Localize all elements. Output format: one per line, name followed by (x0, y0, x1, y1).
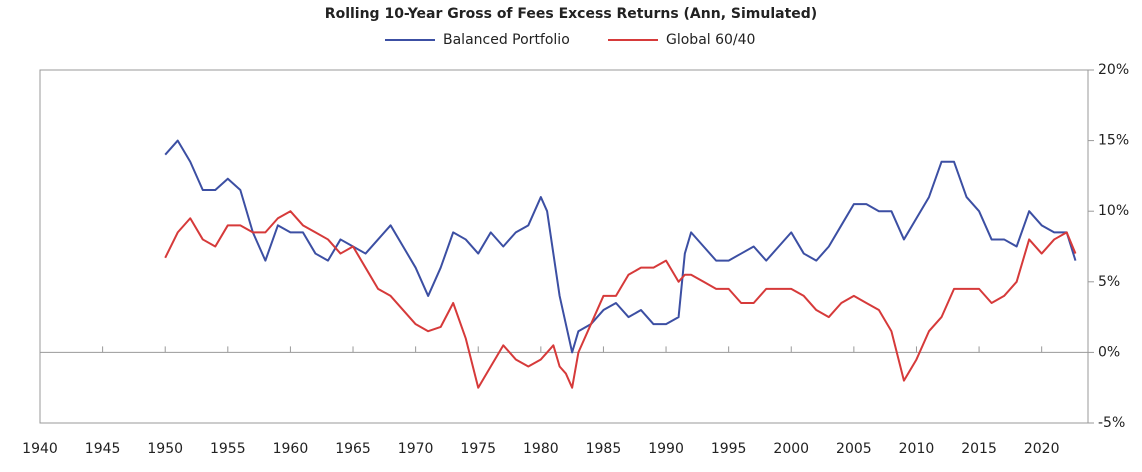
x-tick-label: 1970 (398, 441, 434, 457)
legend-label: Global 60/40 (666, 32, 755, 48)
x-tick-label: 1980 (523, 441, 559, 457)
x-tick-label: 1940 (22, 441, 58, 457)
x-tick-label: 2015 (961, 441, 997, 457)
x-tick-label: 1995 (711, 441, 747, 457)
y-tick-label: 0% (1098, 344, 1120, 360)
y-tick-label: 15% (1098, 133, 1129, 149)
y-tick-label: -5% (1098, 415, 1125, 431)
x-tick-label: 2020 (1024, 441, 1060, 457)
x-tick-label: 1950 (147, 441, 183, 457)
x-tick-label: 1955 (210, 441, 246, 457)
plot-frame (39, 69, 1089, 424)
x-tick-label: 1965 (335, 441, 371, 457)
x-tick-label: 1990 (648, 441, 684, 457)
y-tick-label: 20% (1098, 62, 1129, 78)
x-tick-label: 2000 (773, 441, 809, 457)
x-tick-label: 1945 (85, 441, 121, 457)
legend-label: Balanced Portfolio (443, 32, 570, 48)
data-line (164, 210, 1077, 389)
x-tick-label: 2005 (836, 441, 872, 457)
chart-title: Rolling 10-Year Gross of Fees Excess Ret… (325, 6, 817, 22)
x-tick-label: 1960 (273, 441, 309, 457)
x-tick-label: 1985 (586, 441, 622, 457)
y-tick-label: 10% (1098, 203, 1129, 219)
x-tick-label: 1975 (460, 441, 496, 457)
data-line (164, 139, 1077, 354)
x-tick-label: 2010 (899, 441, 935, 457)
y-tick-label: 5% (1098, 274, 1120, 290)
